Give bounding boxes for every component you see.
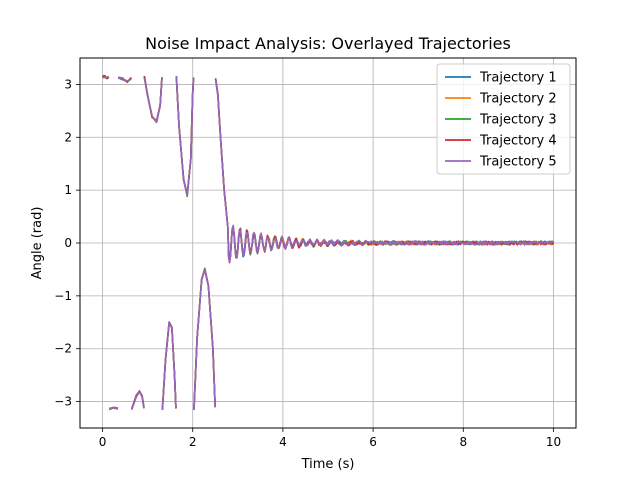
legend-label-4: Trajectory 4 (479, 134, 557, 149)
legend-label-2: Trajectory 2 (479, 92, 557, 107)
y-tick-label: −3 (54, 395, 72, 409)
y-tick-label: 2 (64, 130, 72, 144)
y-tick-label: −2 (54, 342, 72, 356)
x-tick-label: 2 (189, 435, 197, 449)
legend-label-3: Trajectory 3 (479, 113, 557, 128)
legend-box (436, 63, 571, 175)
y-tick-label: −1 (54, 289, 72, 303)
x-axis-label: Time (s) (301, 457, 355, 472)
x-tick-label: 4 (279, 435, 287, 449)
y-tick-label: 0 (64, 236, 72, 250)
legend: Trajectory 1 Trajectory 2 Trajectory 3 Traj… (436, 63, 571, 175)
legend-label-5: Trajectory 5 (479, 155, 557, 170)
y-tick-label: 3 (64, 77, 72, 91)
series-line-5 (102, 75, 554, 411)
x-tick-label: 6 (369, 435, 377, 449)
y-tick-label: 1 (64, 183, 72, 197)
ticks: 0 2 4 6 8 10 −3 −2 −1 0 1 2 3 (54, 77, 561, 449)
x-tick-label: 10 (546, 435, 561, 449)
legend-label-1: Trajectory 1 (479, 71, 557, 86)
x-tick-label: 0 (99, 435, 107, 449)
x-tick-label: 8 (459, 435, 467, 449)
chart-title: Noise Impact Analysis: Overlayed Traject… (145, 34, 511, 53)
y-axis-label: Angle (rad) (30, 207, 45, 280)
plot-area (102, 74, 555, 411)
